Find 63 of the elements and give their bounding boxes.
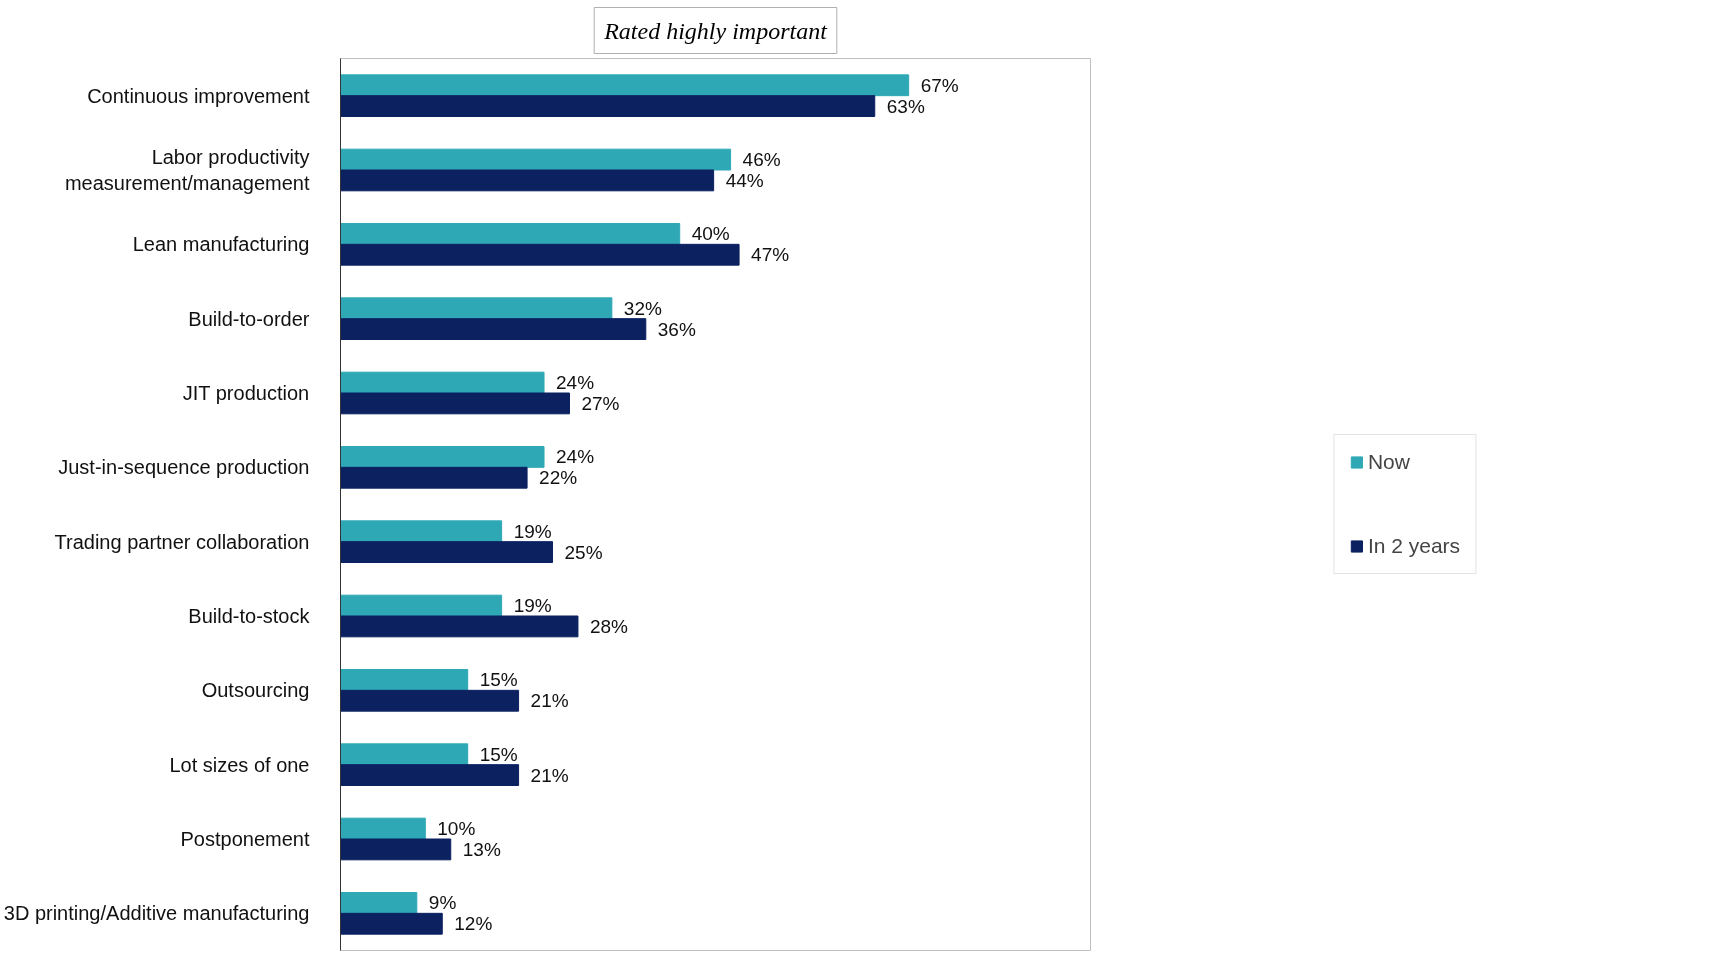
bar bbox=[340, 392, 570, 415]
data-label: 15% bbox=[479, 743, 518, 765]
bar bbox=[340, 74, 910, 97]
data-label: 36% bbox=[657, 318, 696, 340]
data-label: 67% bbox=[920, 74, 959, 96]
y-tick-label: JIT production bbox=[182, 382, 310, 404]
legend-label: In 2 years bbox=[1367, 534, 1461, 558]
data-label: 15% bbox=[479, 669, 518, 691]
data-label: 9% bbox=[428, 892, 457, 914]
data-label: 22% bbox=[539, 467, 578, 489]
data-label: 19% bbox=[513, 595, 552, 617]
data-label: 46% bbox=[742, 149, 781, 171]
legend-label: Now bbox=[1367, 450, 1410, 474]
data-label: 19% bbox=[513, 520, 552, 542]
bar bbox=[340, 594, 503, 617]
bar bbox=[340, 838, 452, 861]
data-label: 47% bbox=[751, 244, 790, 266]
y-tick-label: 3D printing/Additive manufacturing bbox=[3, 902, 310, 925]
bar bbox=[340, 466, 528, 489]
bar bbox=[340, 223, 681, 245]
data-label: 24% bbox=[556, 372, 595, 394]
bar bbox=[340, 446, 545, 468]
bar bbox=[340, 669, 469, 691]
data-label: 13% bbox=[462, 838, 501, 860]
data-label: 27% bbox=[581, 392, 620, 414]
bar bbox=[340, 892, 418, 914]
y-tick-label: Lot sizes of one bbox=[169, 753, 310, 776]
y-tick-label: Labor productivity measurement/management bbox=[64, 145, 310, 195]
data-label: 21% bbox=[530, 690, 569, 712]
data-label: 10% bbox=[437, 818, 476, 840]
bar bbox=[340, 148, 732, 171]
bar bbox=[340, 743, 469, 766]
bar bbox=[340, 817, 426, 840]
y-tick-label: Continuous improvement bbox=[87, 84, 310, 107]
y-tick-label: Build-to-order bbox=[188, 307, 310, 330]
data-label: 28% bbox=[589, 615, 629, 637]
bar bbox=[340, 764, 520, 786]
y-tick-label: Just-in-sequence production bbox=[58, 456, 310, 479]
data-label: 24% bbox=[556, 446, 595, 468]
data-label: 21% bbox=[530, 764, 569, 786]
bar bbox=[340, 615, 579, 638]
y-tick-label: Build-to-stock bbox=[188, 605, 311, 627]
bar bbox=[340, 912, 443, 935]
data-label: 63% bbox=[886, 95, 925, 117]
bar bbox=[340, 243, 740, 266]
bar bbox=[340, 689, 520, 712]
bar bbox=[340, 541, 554, 563]
y-tick-label: Outsourcing bbox=[201, 679, 310, 702]
bar bbox=[340, 95, 876, 117]
bar bbox=[340, 520, 503, 543]
chart-title: Rated highly important bbox=[603, 17, 829, 44]
y-tick-label: Postponement bbox=[180, 828, 310, 850]
bar bbox=[340, 318, 647, 340]
data-label: 12% bbox=[454, 913, 493, 935]
data-label: 25% bbox=[564, 541, 603, 563]
data-label: 40% bbox=[691, 223, 730, 245]
data-label: 32% bbox=[623, 297, 662, 319]
y-tick-label: Trading partner collaboration bbox=[54, 530, 310, 553]
bar bbox=[340, 297, 613, 320]
y-tick-label: Lean manufacturing bbox=[132, 233, 310, 256]
data-label: 44% bbox=[725, 169, 764, 191]
bar bbox=[340, 371, 545, 394]
bar bbox=[340, 169, 715, 192]
